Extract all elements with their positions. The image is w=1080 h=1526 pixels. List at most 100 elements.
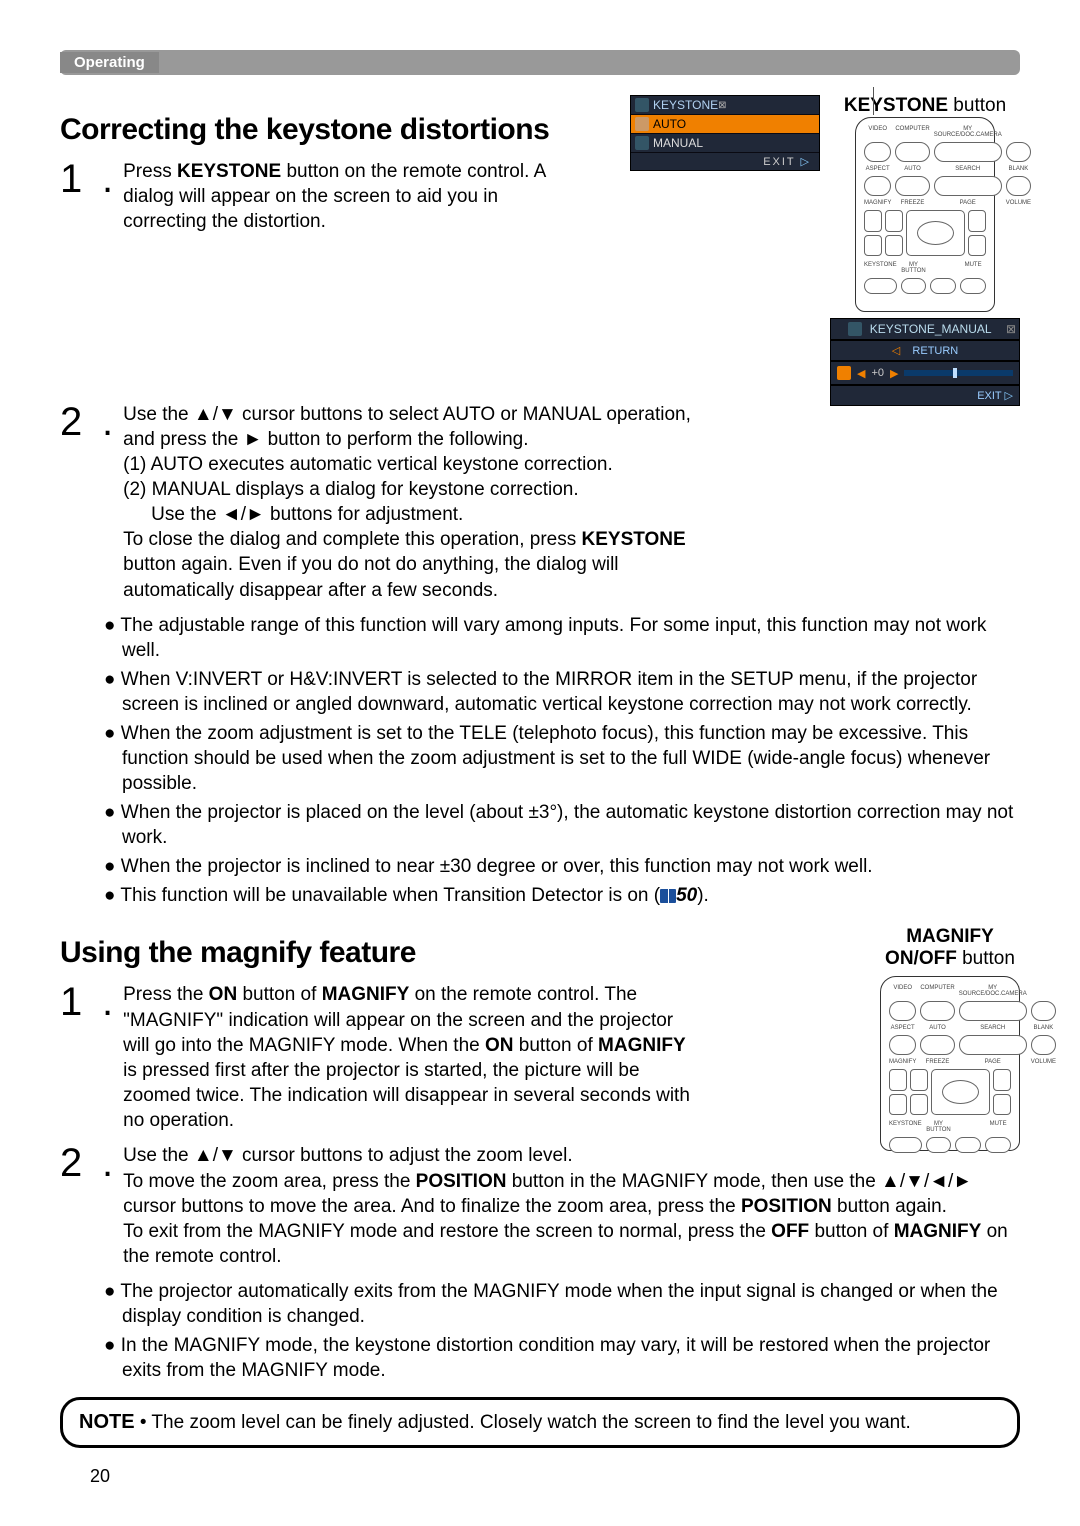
remote-label: FREEZE bbox=[895, 200, 929, 206]
text-bold: MAGNIFY bbox=[894, 1221, 982, 1242]
osd-return: RETURN bbox=[912, 345, 958, 357]
remote-label: AUTO bbox=[920, 1025, 954, 1031]
remote-label: SEARCH bbox=[959, 1025, 1027, 1031]
osd-keystone-menu: KEYSTONE⊠ AUTO▶ MANUAL EXIT ▷ bbox=[630, 95, 820, 171]
text: (1) AUTO executes automatic vertical key… bbox=[123, 452, 723, 477]
text-bold: KEYSTONE bbox=[177, 161, 281, 182]
remote-label: COMPUTER bbox=[895, 126, 929, 138]
remote-diagram: VIDEOCOMPUTERMY SOURCE/DOC.CAMERA ASPECT… bbox=[880, 976, 1020, 1151]
text: button of bbox=[514, 1035, 599, 1056]
manual-icon bbox=[635, 136, 649, 150]
text: To close the dialog and complete this op… bbox=[123, 529, 581, 550]
slider-icon bbox=[837, 366, 851, 380]
section-bar: Operating bbox=[60, 50, 1020, 75]
keystone-icon bbox=[848, 322, 862, 336]
osd-auto: AUTO bbox=[653, 117, 686, 131]
text: Press the bbox=[123, 984, 209, 1005]
remote-label bbox=[930, 262, 956, 274]
text-bold: MAGNIFY bbox=[906, 926, 994, 947]
keystone-button-label: KEYSTONE button bbox=[844, 95, 1006, 117]
remote-label: BLANK bbox=[1006, 166, 1031, 172]
text: button again. bbox=[832, 1196, 947, 1217]
text: ). bbox=[697, 885, 709, 906]
osd-manual-title: KEYSTONE_MANUAL bbox=[870, 322, 992, 336]
bullet: When the zoom adjustment is set to the T… bbox=[104, 721, 1020, 796]
text-bold: POSITION bbox=[416, 1171, 507, 1192]
text-bold: ON/OFF bbox=[885, 948, 957, 969]
text: button again. Even if you do not do anyt… bbox=[123, 554, 618, 600]
osd-manual: MANUAL bbox=[653, 136, 703, 150]
text-bold: KEYSTONE bbox=[844, 95, 948, 116]
text: Use the ▲/▼ cursor buttons to select AUT… bbox=[123, 404, 691, 450]
text: This function will be unavailable when T… bbox=[120, 885, 660, 906]
remote-label: KEYSTONE bbox=[889, 1121, 922, 1133]
page: Operating Correcting the keystone distor… bbox=[0, 0, 1080, 1517]
remote-label: MUTE bbox=[960, 262, 986, 274]
pointer-line bbox=[873, 87, 874, 115]
text: button bbox=[957, 948, 1015, 969]
text-bold: OFF bbox=[771, 1221, 809, 1242]
text-bold: ON bbox=[209, 984, 238, 1005]
step-2: 2. Use the ▲/▼ cursor buttons to select … bbox=[60, 402, 1020, 603]
triangle-icon: ▶ bbox=[806, 117, 815, 131]
text: button of bbox=[237, 984, 322, 1005]
remote-label: MY BUTTON bbox=[926, 1121, 952, 1133]
remote-label bbox=[955, 1121, 981, 1133]
page-ref: 50 bbox=[676, 885, 697, 906]
text: is pressed first after the projector is … bbox=[123, 1060, 690, 1131]
bullet: When the projector is inclined to near ±… bbox=[104, 854, 1020, 879]
text: button bbox=[948, 95, 1006, 116]
remote-label bbox=[1031, 985, 1056, 997]
bullet: When the projector is placed on the leve… bbox=[104, 800, 1020, 850]
remote-label: ASPECT bbox=[889, 1025, 916, 1031]
text: Press bbox=[123, 161, 177, 182]
remote-label: VIDEO bbox=[889, 985, 916, 997]
step-1: 1. Press KEYSTONE button on the remote c… bbox=[60, 159, 620, 234]
remote-label: VIDEO bbox=[864, 126, 891, 138]
book-icon bbox=[660, 889, 676, 903]
remote-label: MY BUTTON bbox=[901, 262, 927, 274]
remote-label: AUTO bbox=[895, 166, 929, 172]
mag-step-1: 1. Press the ON button of MAGNIFY on the… bbox=[60, 982, 860, 1132]
text-bold: ON bbox=[485, 1035, 514, 1056]
remote-label: KEYSTONE bbox=[864, 262, 897, 274]
magnify-notes: The projector automatically exits from t… bbox=[104, 1279, 1020, 1383]
text: (2) MANUAL displays a dialog for keyston… bbox=[123, 477, 723, 502]
osd-value: +0 bbox=[871, 367, 884, 379]
text-bold: POSITION bbox=[741, 1196, 832, 1217]
remote-label: MY SOURCE/DOC.CAMERA bbox=[959, 985, 1027, 997]
bullet: The adjustable range of this function wi… bbox=[104, 613, 1020, 663]
auto-icon bbox=[635, 117, 649, 131]
heading-magnify: Using the magnify feature bbox=[60, 936, 860, 970]
keystone-notes: The adjustable range of this function wi… bbox=[104, 613, 1020, 909]
mag-step-2: 2. Use the ▲/▼ cursor buttons to adjust … bbox=[60, 1143, 1020, 1268]
remote-label: PAGE bbox=[959, 1059, 1027, 1065]
remote-label: MAGNIFY bbox=[889, 1059, 916, 1065]
remote-label: FREEZE bbox=[920, 1059, 954, 1065]
keystone-icon bbox=[635, 98, 649, 112]
slider-track bbox=[904, 370, 1013, 376]
remote-diagram: VIDEOCOMPUTERMY SOURCE/DOC.CAMERA ASPECT… bbox=[855, 117, 995, 312]
remote-label: BLANK bbox=[1031, 1025, 1056, 1031]
remote-label bbox=[1006, 126, 1031, 138]
section-label: Operating bbox=[60, 52, 159, 73]
heading-keystone: Correcting the keystone distortions bbox=[60, 113, 620, 147]
remote-label: VOLUME bbox=[1006, 200, 1031, 206]
osd-manual: KEYSTONE_MANUAL ⊠ ◁ RETURN ◀+0▶ EXIT ▷ bbox=[830, 318, 1020, 406]
osd-exit: EXIT bbox=[763, 156, 795, 168]
note-body: • The zoom level can be finely adjusted.… bbox=[135, 1412, 911, 1433]
remote-label: ASPECT bbox=[864, 166, 891, 172]
text: To move the zoom area, press the bbox=[123, 1171, 416, 1192]
remote-label: MUTE bbox=[985, 1121, 1011, 1133]
remote-label: MY SOURCE/DOC.CAMERA bbox=[934, 126, 1002, 138]
page-number: 20 bbox=[90, 1466, 1020, 1487]
bullet: In the MAGNIFY mode, the keystone distor… bbox=[104, 1333, 1020, 1383]
osd-exit: EXIT bbox=[977, 390, 1001, 402]
remote-label: MAGNIFY bbox=[864, 200, 891, 206]
text-bold: KEYSTONE bbox=[582, 529, 686, 550]
text: Use the ◄/► buttons for adjustment. bbox=[151, 502, 723, 527]
bullet: The projector automatically exits from t… bbox=[104, 1279, 1020, 1329]
remote-label: PAGE bbox=[934, 200, 1002, 206]
note-box: NOTE • The zoom level can be finely adju… bbox=[60, 1397, 1020, 1448]
text-bold: MAGNIFY bbox=[322, 984, 410, 1005]
